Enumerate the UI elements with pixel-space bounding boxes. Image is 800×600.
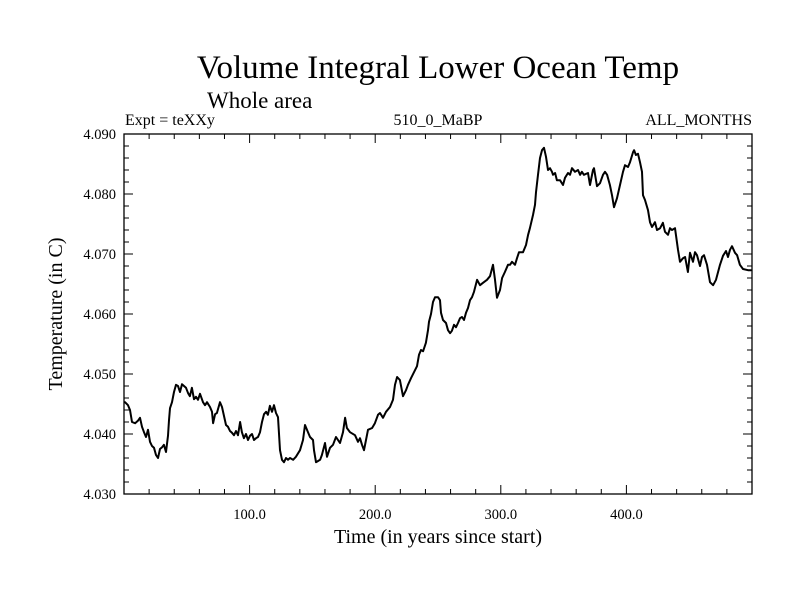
y-tick-label: 4.070 — [83, 247, 116, 263]
y-axis-label: Temperature (in C) — [45, 238, 67, 391]
y-tick-label: 4.040 — [83, 427, 116, 443]
y-tick-label: 4.090 — [83, 127, 116, 143]
y-tick-label: 4.060 — [83, 307, 116, 323]
x-tick-label: 300.0 — [484, 507, 517, 523]
x-tick-label: 400.0 — [610, 507, 643, 523]
x-axis-ticks — [148, 134, 728, 494]
chart-subtitle: Whole area — [207, 88, 312, 113]
x-tick-label: 200.0 — [359, 507, 392, 523]
y-tick-label: 4.080 — [83, 187, 116, 203]
y-axis-ticks — [124, 145, 752, 483]
chart-title: Volume Integral Lower Ocean Temp — [197, 50, 679, 86]
series-line — [124, 146, 752, 464]
y-axis-tick-labels: 4.030 4.040 4.050 4.060 4.070 4.080 4.090 — [83, 127, 116, 503]
y-tick-label: 4.050 — [83, 367, 116, 383]
months-label: ALL_MONTHS — [645, 112, 752, 129]
x-tick-label: 100.0 — [233, 507, 266, 523]
experiment-label: Expt = teXXy — [125, 112, 215, 129]
x-axis-tick-labels: 100.0 200.0 300.0 400.0 — [233, 507, 642, 523]
plot-frame — [123, 133, 753, 495]
y-tick-label: 4.030 — [83, 487, 116, 503]
period-label: 510_0_MaBP — [394, 112, 483, 129]
x-axis-label: Time (in years since start) — [334, 526, 542, 548]
